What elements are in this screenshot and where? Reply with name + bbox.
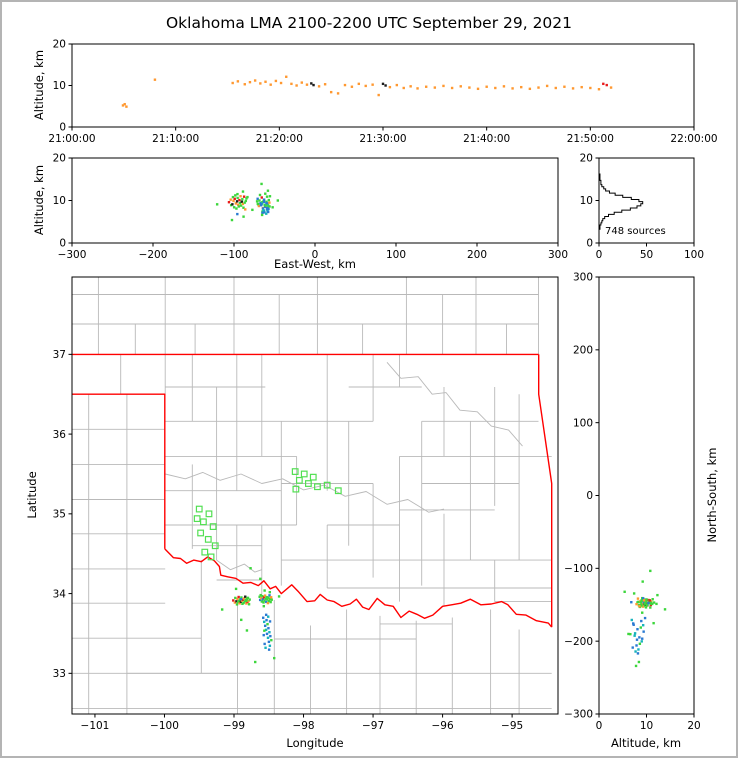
svg-text:10: 10 (53, 195, 66, 207)
svg-text:100: 100 (684, 249, 704, 261)
svg-text:−95: −95 (501, 720, 523, 732)
svg-text:21:40:00: 21:40:00 (463, 133, 510, 145)
chart-title: Oklahoma LMA 2100-2200 UTC September 29,… (165, 14, 573, 32)
svg-text:−98: −98 (292, 720, 314, 732)
svg-text:0: 0 (312, 249, 319, 261)
svg-text:37: 37 (53, 349, 66, 361)
svg-text:21:50:00: 21:50:00 (567, 133, 614, 145)
ns-panel-right-axis-label: North-South, km (705, 447, 719, 543)
svg-text:−100: −100 (220, 249, 249, 261)
svg-text:22:00:00: 22:00:00 (670, 133, 717, 145)
svg-text:34: 34 (53, 588, 67, 600)
svg-text:20: 20 (53, 153, 66, 165)
svg-text:0: 0 (596, 720, 603, 732)
svg-text:0: 0 (586, 490, 593, 502)
svg-text:300: 300 (573, 272, 593, 284)
svg-text:200: 200 (573, 345, 593, 357)
svg-text:21:00:00: 21:00:00 (48, 133, 95, 145)
svg-text:−300: −300 (564, 709, 593, 721)
ew-panel-y-axis-label: Altitude, km (32, 164, 46, 236)
ew-panel-x-axis-label: East-West, km (274, 257, 356, 271)
svg-text:50: 50 (640, 249, 653, 261)
svg-text:−100: −100 (150, 720, 179, 732)
svg-text:−101: −101 (81, 720, 110, 732)
svg-text:21:20:00: 21:20:00 (256, 133, 303, 145)
svg-text:−200: −200 (139, 249, 168, 261)
svg-text:100: 100 (573, 417, 593, 429)
svg-text:−96: −96 (431, 720, 453, 732)
svg-text:300: 300 (548, 249, 568, 261)
svg-text:−97: −97 (362, 720, 384, 732)
svg-text:10: 10 (580, 195, 593, 207)
svg-text:33: 33 (53, 668, 66, 680)
svg-text:20: 20 (53, 39, 66, 51)
ns-panel-x-axis-label: Altitude, km (610, 736, 682, 750)
svg-text:0: 0 (59, 238, 66, 250)
svg-text:−99: −99 (223, 720, 245, 732)
svg-text:0: 0 (586, 238, 593, 250)
map-y-axis-label: Latitude (25, 471, 39, 519)
svg-text:200: 200 (467, 249, 487, 261)
svg-text:0: 0 (59, 122, 66, 134)
svg-text:36: 36 (53, 429, 67, 441)
svg-text:10: 10 (640, 720, 653, 732)
svg-text:−200: −200 (564, 636, 593, 648)
svg-text:0: 0 (596, 249, 603, 261)
svg-text:21:30:00: 21:30:00 (359, 133, 406, 145)
map-x-axis-label: Longitude (286, 736, 344, 750)
time-panel-y-axis-label: Altitude, km (32, 49, 46, 121)
svg-text:10: 10 (53, 80, 66, 92)
svg-text:20: 20 (580, 153, 593, 165)
svg-text:−100: −100 (564, 563, 593, 575)
svg-text:−300: −300 (58, 249, 87, 261)
svg-text:100: 100 (386, 249, 406, 261)
svg-text:35: 35 (53, 509, 66, 521)
svg-text:20: 20 (687, 720, 700, 732)
svg-text:21:10:00: 21:10:00 (152, 133, 199, 145)
sources-count-label: 748 sources (605, 226, 666, 237)
